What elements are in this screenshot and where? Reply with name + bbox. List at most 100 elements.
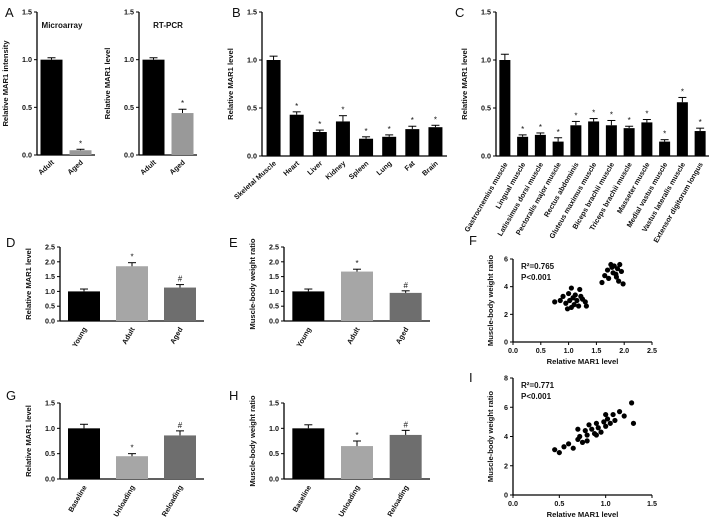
panel-I: 0 2 4 6 8 0.0 0.5 1.0 1.5 Muscle-body weight rati… — [469, 370, 657, 519]
data-point — [599, 279, 605, 286]
y-axis-label: Muscle-body weight ratio — [248, 238, 257, 329]
data-point — [561, 444, 567, 450]
significance-mark: # — [178, 275, 183, 284]
category-label: Lung — [374, 159, 393, 177]
data-point — [583, 303, 589, 309]
category-label: Spleen — [347, 159, 371, 181]
data-point — [556, 449, 562, 456]
x-tick-label: 0.0 — [508, 346, 518, 355]
data-point — [595, 425, 601, 431]
y-tick-label: 0.5 — [124, 103, 134, 112]
y-tick-label: 6 — [504, 403, 508, 412]
data-point — [617, 261, 623, 268]
significance-mark: * — [130, 253, 133, 262]
data-point — [575, 426, 581, 432]
y-tick-label: 0.5 — [269, 449, 279, 458]
bar — [40, 59, 63, 155]
y-tick-label: 2 — [504, 461, 508, 470]
bar — [641, 122, 653, 156]
y-tick-label: 0.0 — [269, 317, 279, 326]
bar — [676, 102, 688, 156]
data-point — [563, 300, 569, 306]
significance-mark: * — [130, 444, 133, 453]
bar — [517, 136, 529, 156]
panel-label: I — [469, 370, 473, 385]
bar — [292, 291, 325, 321]
data-point — [613, 274, 620, 280]
y-tick-label: 0.0 — [45, 475, 55, 484]
bar — [164, 287, 196, 321]
y-tick-label: 2.0 — [45, 257, 55, 266]
y-tick-label: 1.5 — [269, 272, 279, 281]
category-label: Unloading — [111, 484, 136, 519]
data-point — [604, 267, 611, 273]
bar — [335, 121, 350, 156]
bar — [171, 113, 194, 155]
panel-F: 0 2 4 6 0.0 0.5 1.0 1.5 2.0 2.5 Muscle-body weight… — [469, 233, 657, 366]
category-label: Adult — [120, 325, 137, 346]
data-point — [571, 302, 577, 308]
bar — [359, 138, 374, 156]
bar — [69, 150, 92, 155]
bar — [266, 60, 281, 156]
significance-mark: # — [178, 421, 183, 430]
panel-label: D — [6, 235, 15, 250]
data-point — [577, 286, 583, 293]
category-label: Adult — [138, 157, 158, 176]
data-point — [584, 432, 590, 438]
bar — [623, 128, 635, 156]
category-label: Skeletal Muscle — [232, 159, 278, 202]
data-point — [610, 411, 616, 418]
data-point — [557, 297, 563, 304]
data-point — [616, 278, 622, 284]
bar — [68, 291, 100, 321]
y-tick-label: 1.5 — [45, 272, 55, 281]
x-axis-label: Relative MAR1 level — [547, 357, 619, 366]
y-axis-label: Muscle-body weight ratio — [248, 395, 257, 486]
data-point — [582, 299, 588, 305]
bar — [142, 59, 165, 155]
data-point — [621, 413, 627, 419]
data-point — [602, 273, 608, 279]
data-point — [586, 422, 592, 428]
y-tick-label: 1.5 — [22, 8, 32, 17]
category-label: Aged — [394, 326, 411, 346]
x-tick-label: 1.0 — [564, 346, 574, 355]
data-point — [593, 432, 600, 438]
significance-mark: * — [645, 110, 648, 119]
data-point — [629, 400, 635, 406]
y-axis-label: Relative MAR1 level — [460, 48, 469, 120]
r-squared-text: R²=0.765 — [521, 262, 555, 271]
category-label: Unloading — [336, 484, 361, 519]
data-point — [570, 445, 576, 451]
y-tick-label: 0.0 — [124, 151, 134, 160]
y-tick-label: 1.5 — [481, 8, 491, 17]
y-axis-label: Muscle-body weight ratio — [486, 391, 495, 482]
y-tick-label: 4 — [504, 282, 508, 291]
y-axis-label: Relative MAR1 level — [226, 48, 235, 120]
data-point — [598, 429, 604, 435]
x-tick-label: 0.0 — [508, 499, 518, 508]
category-label: Aged — [167, 158, 186, 177]
data-point — [568, 285, 574, 291]
panel-D: 0.0 0.5 1.0 1.5 2.0 2.5 Relative MAR1 level D Yo… — [6, 235, 204, 349]
panel-label: C — [455, 5, 464, 20]
y-tick-label: 1.5 — [247, 8, 257, 17]
panel-B: 0.0 0.5 1.0 1.5 Relative MAR1 level B Skeletal… — [226, 5, 447, 201]
panel-label: F — [469, 233, 477, 248]
category-label: Young — [294, 326, 313, 349]
y-tick-label: 2.5 — [269, 243, 279, 252]
data-point — [593, 420, 600, 426]
category-label: Aged — [65, 158, 84, 177]
bar — [389, 292, 422, 321]
data-point — [620, 281, 626, 287]
x-tick-label: 0.5 — [536, 346, 546, 355]
category-label: Young — [70, 326, 89, 349]
x-axis-label: Relative MAR1 level — [547, 510, 619, 519]
y-axis-label: Muscle-body weight ratio — [486, 255, 495, 346]
y-tick-label: 1.0 — [124, 55, 134, 64]
y-tick-label: 0 — [504, 491, 508, 500]
data-point — [606, 275, 612, 281]
significance-mark: * — [521, 125, 524, 134]
